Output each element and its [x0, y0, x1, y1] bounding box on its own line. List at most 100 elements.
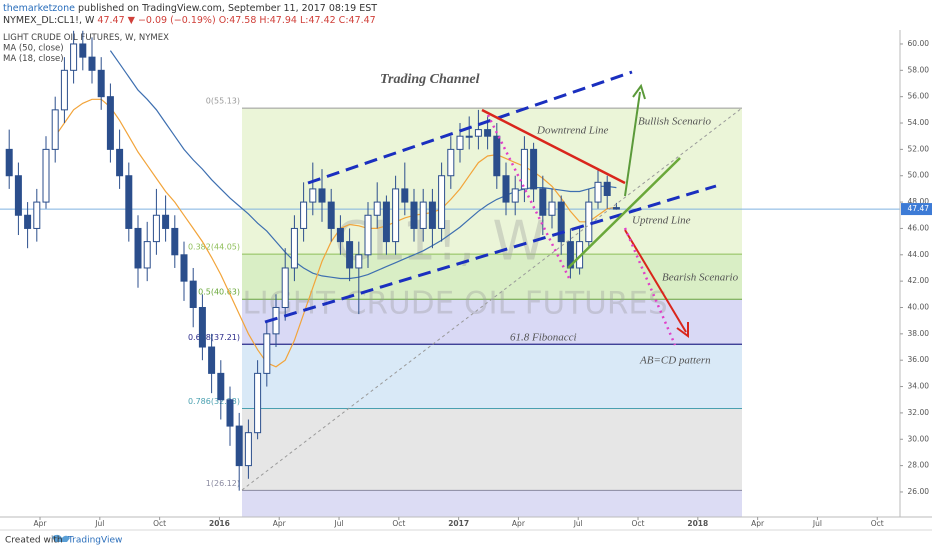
y-tick-label: 60.00 — [908, 39, 930, 48]
candle-body — [300, 201, 308, 229]
candle-body — [603, 181, 611, 196]
fib-label: 0.5(40.63) — [198, 288, 240, 297]
candle-body — [465, 135, 473, 138]
ohlc: O:47.58 H:47.94 L:47.42 C:47.47 — [219, 15, 376, 26]
fib-label: 1(26.12) — [206, 479, 240, 488]
candle-body — [254, 372, 262, 434]
candle-body — [520, 148, 528, 190]
channel-lower — [264, 184, 717, 324]
x-tick-label: Apr — [273, 519, 287, 528]
candle-body — [318, 188, 326, 203]
candle-body — [566, 241, 574, 269]
candle-body — [42, 148, 50, 203]
candle-body — [263, 333, 271, 374]
fib-label: 0.382(44.05) — [188, 243, 240, 252]
candle-body — [14, 175, 22, 216]
candle-body — [539, 188, 547, 216]
uptrend-line — [567, 157, 681, 269]
annotation: Uptrend Line — [632, 215, 691, 227]
x-tick-label: Jul — [573, 519, 583, 528]
candle-body — [79, 43, 87, 58]
x-tick-label: Jul — [812, 519, 822, 528]
y-tick-label: 26.00 — [908, 487, 930, 496]
candle-body — [336, 227, 344, 243]
candle-body — [373, 201, 381, 216]
y-tick-label: 38.00 — [908, 329, 930, 338]
candle-body — [401, 188, 409, 203]
y-tick-label: 56.00 — [908, 92, 930, 101]
candle-body — [116, 148, 124, 177]
annotation: Downtrend Line — [536, 125, 609, 137]
candle-body — [5, 148, 13, 177]
legend-entry: MA (50, close) — [3, 44, 64, 54]
y-tick-label: 32.00 — [908, 408, 930, 417]
candle-body — [198, 306, 206, 348]
candle-body — [585, 201, 593, 243]
y-tick-label: 42.00 — [908, 276, 930, 285]
candle-body — [51, 109, 59, 150]
footer-text: Created with — [5, 536, 63, 546]
y-tick-label: 34.00 — [908, 382, 930, 391]
y-tick-label: 52.00 — [908, 144, 930, 153]
bullish-arrow — [624, 91, 641, 197]
candle-body — [484, 129, 492, 137]
candle-body — [410, 201, 418, 229]
bearish-arrowhead — [676, 322, 689, 338]
x-tick-label: Oct — [632, 519, 645, 528]
watermark: LIGHT CRUDE OIL FUTURES — [242, 286, 667, 322]
axes-layer: 26.00 28.00 30.00 32.00 34.00 36.00 38.00 40.00… — [0, 30, 932, 528]
footer-brand[interactable]: TradingView — [67, 536, 122, 546]
candle-body — [447, 148, 455, 177]
y-tick-label: 48.00 — [908, 197, 930, 206]
annotation: 61.8 Fibonacci — [510, 332, 577, 344]
candle-body — [382, 201, 390, 243]
change: 47.47 ▼ −0.09 (−0.19%) — [97, 15, 215, 26]
x-tick-label: 2018 — [687, 519, 708, 528]
candle-body — [612, 207, 620, 210]
fib-zone — [242, 108, 742, 255]
header-line: themarketzone published on TradingView.c… — [3, 3, 377, 14]
x-tick-label: Oct — [392, 519, 405, 528]
candle-body — [244, 432, 252, 467]
candle-body — [162, 214, 170, 229]
bullish-arrowhead — [632, 83, 646, 100]
candle-body — [235, 425, 243, 467]
y-tick-label: 46.00 — [908, 223, 930, 232]
annotation: Trading Channel — [380, 72, 480, 87]
annotation: Bearish Scenario — [662, 272, 739, 284]
candle-body — [530, 148, 538, 190]
candle-body — [309, 188, 317, 203]
candle-body — [171, 227, 179, 256]
candle-body — [226, 399, 234, 427]
y-tick-label: 54.00 — [908, 118, 930, 127]
candle-body — [346, 241, 354, 269]
candle-body — [392, 188, 400, 243]
drawings: Trading Channel Downtrend Line Bullish S… — [241, 70, 743, 491]
candle-body — [438, 175, 446, 229]
candle-body — [97, 69, 105, 98]
legend-entry: MA (18, close) — [3, 54, 64, 64]
symbol: NYMEX_DL:CL1!, W — [3, 15, 95, 26]
candle-body — [511, 188, 519, 203]
symbol-line: NYMEX_DL:CL1!, W 47.47 ▼ −0.09 (−0.19%) … — [3, 15, 376, 26]
candle-body — [33, 201, 41, 229]
x-tick-label: 2017 — [448, 519, 469, 528]
candle-body — [419, 201, 427, 229]
candle-body — [355, 254, 363, 269]
candle-body — [180, 254, 188, 282]
candle-body — [24, 214, 32, 229]
y-tick-label: 58.00 — [908, 65, 930, 74]
candle-body — [502, 175, 510, 203]
x-tick-label: 2016 — [209, 519, 230, 528]
candle-body — [364, 214, 372, 256]
candle-body — [152, 214, 160, 243]
candle-body — [208, 346, 216, 374]
x-tick-label: Apr — [512, 519, 526, 528]
annotation: Bullish Scenario — [638, 116, 712, 128]
x-tick-label: Jul — [333, 519, 343, 528]
author[interactable]: themarketzone — [3, 3, 75, 14]
candle-body — [134, 227, 142, 269]
y-tick-label: 28.00 — [908, 461, 930, 470]
x-tick-label: Jul — [94, 519, 104, 528]
